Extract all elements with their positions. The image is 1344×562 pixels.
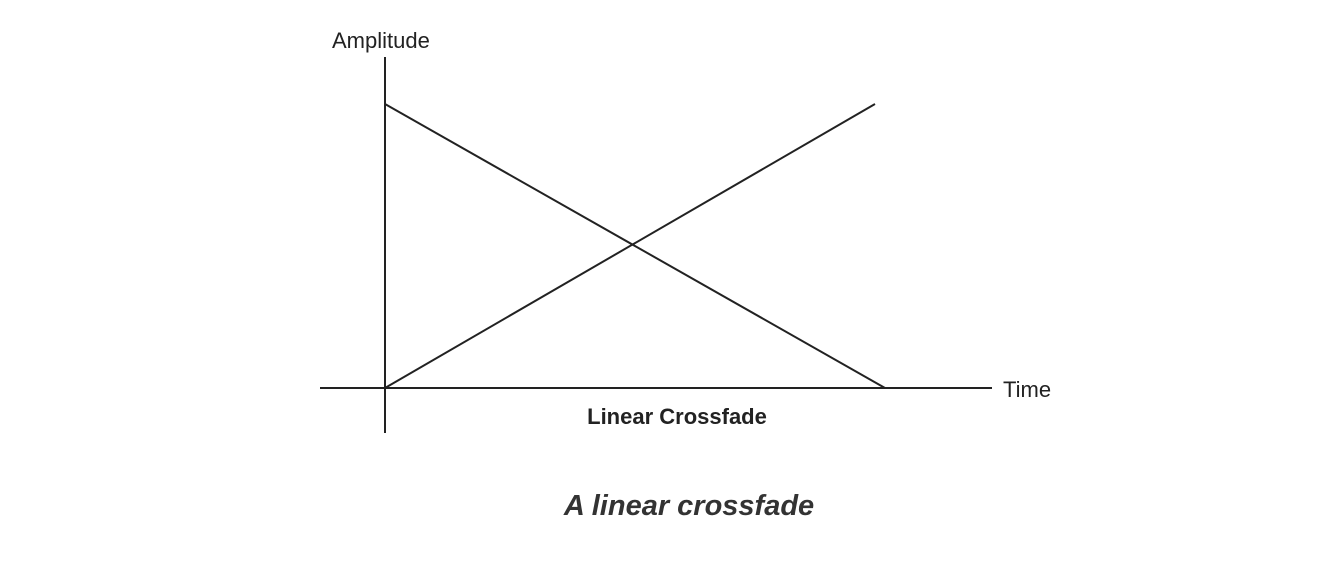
chart-title: Linear Crossfade [587,404,767,429]
fade-out-line [384,103,886,389]
y-axis-label: Amplitude [332,28,430,53]
figure-caption: A linear crossfade [563,490,815,522]
fade-in-line [384,103,876,389]
x-axis-label: Time [1003,377,1051,402]
series-layer [384,103,886,389]
